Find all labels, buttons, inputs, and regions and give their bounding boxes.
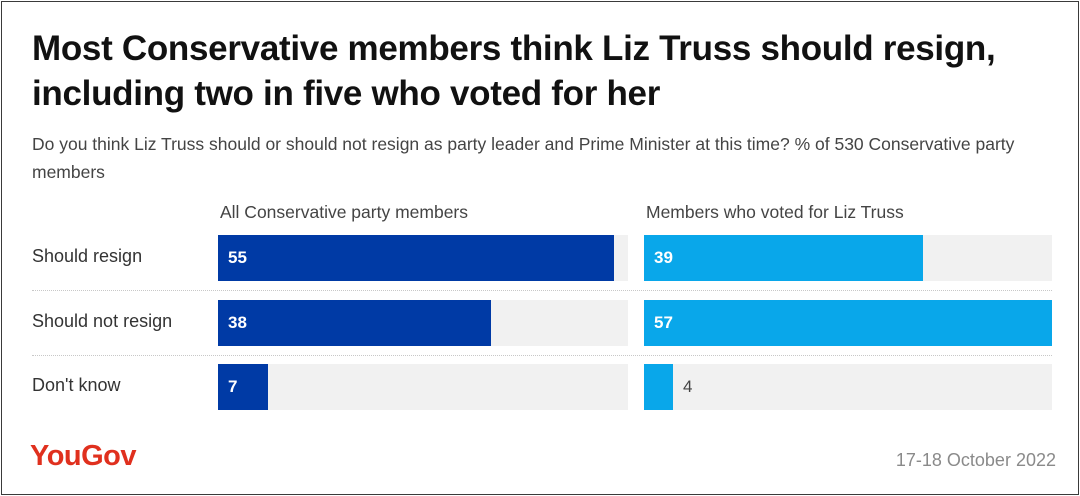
panel-heading-2: Members who voted for Liz Truss — [646, 202, 904, 222]
yougov-logo: YouGov — [30, 440, 137, 472]
survey-date: 17-18 October 2022 — [895, 450, 1056, 470]
bar — [218, 300, 491, 346]
bar — [218, 364, 268, 410]
data-label: 38 — [228, 313, 247, 332]
bar-track: 57 — [644, 300, 1052, 346]
bar — [218, 235, 614, 281]
chart-subtitle: Do you think Liz Truss should or should … — [32, 134, 1015, 182]
row-divider — [32, 355, 1052, 356]
data-label: 57 — [654, 313, 673, 332]
chart-title: Most Conservative members think Liz Trus… — [32, 29, 996, 113]
bar-track: 39 — [644, 235, 1052, 281]
panel-heading-1: All Conservative party members — [220, 202, 468, 222]
bar-track: 7 — [218, 364, 628, 410]
data-label: 7 — [228, 377, 238, 396]
category-label: Should resign — [32, 246, 143, 266]
bar-track: 4 — [644, 364, 1052, 410]
row-divider — [32, 290, 1052, 291]
bar — [644, 364, 673, 410]
bar — [644, 235, 923, 281]
data-label: 55 — [228, 248, 247, 267]
category-label: Should not resign — [32, 311, 173, 331]
category-label: Don't know — [32, 375, 121, 395]
bar-track: 38 — [218, 300, 628, 346]
bar — [644, 300, 1052, 346]
bar-track: 55 — [218, 235, 628, 281]
data-label: 39 — [654, 248, 673, 267]
data-label: 4 — [683, 377, 693, 396]
